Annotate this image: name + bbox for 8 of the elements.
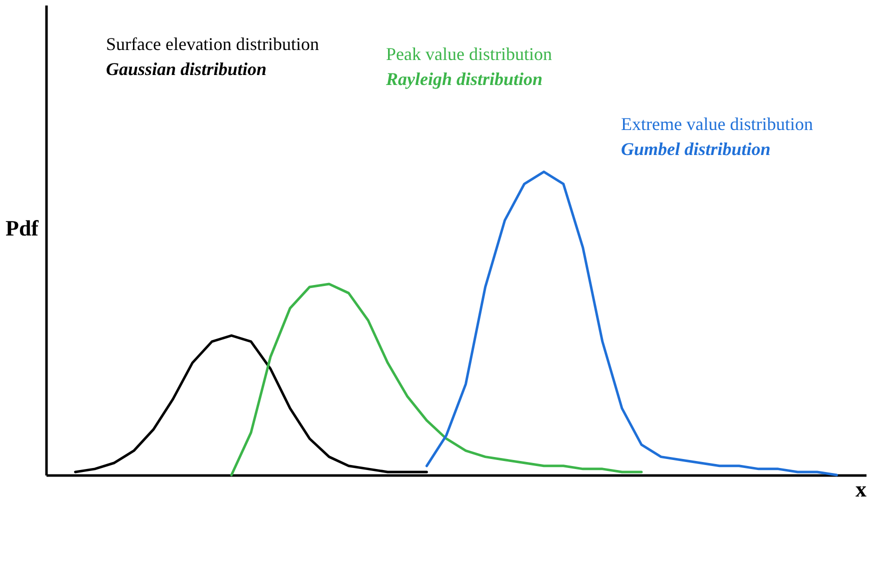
text: Surface elevation distribution <box>106 34 319 54</box>
text: Peak value distribution <box>386 44 552 64</box>
text: Extreme value distribution <box>621 114 813 134</box>
y-axis-title: Pdf <box>6 216 40 240</box>
text: Rayleigh distribution <box>385 69 543 89</box>
text: Gaussian distribution <box>106 59 267 79</box>
text: Gumbel distribution <box>621 139 771 159</box>
x-axis-title: x <box>856 476 866 502</box>
